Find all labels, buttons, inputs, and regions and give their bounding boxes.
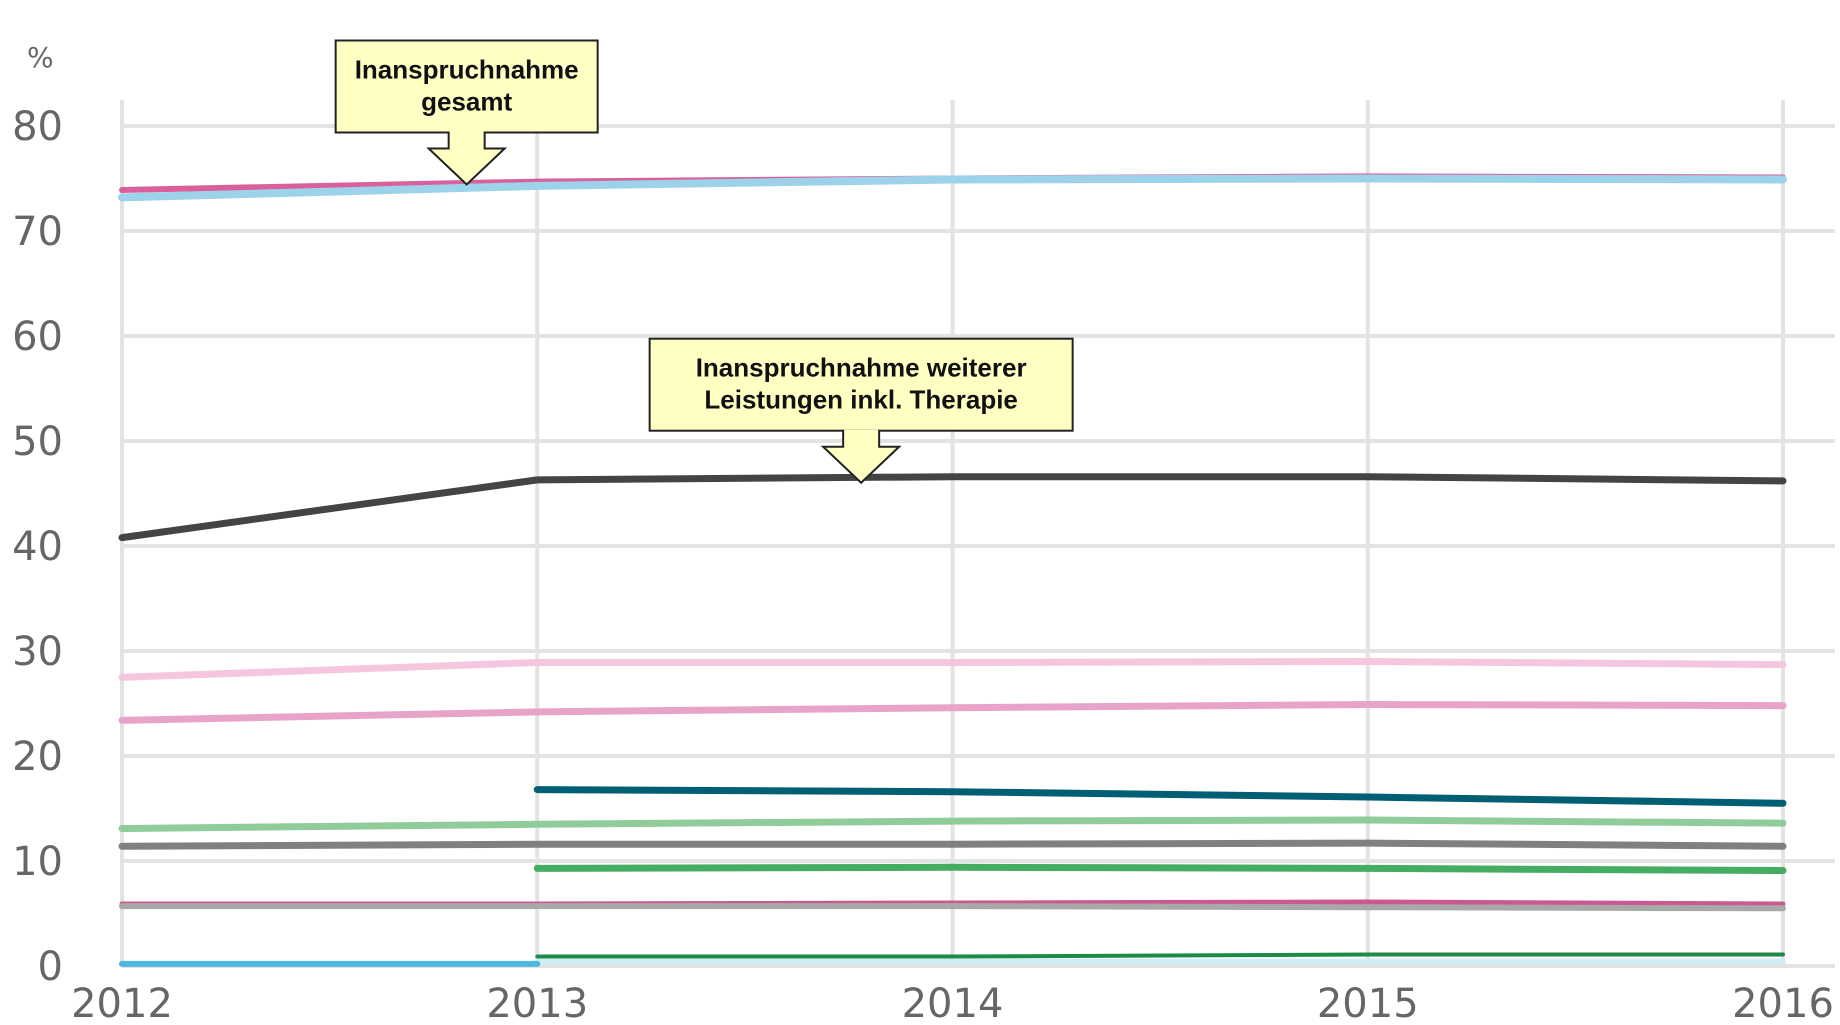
series-line-12 — [535, 952, 1785, 959]
y-tick-label: 60 — [12, 314, 63, 360]
series-group — [118, 173, 1787, 967]
callout-text-line: Inanspruchnahme — [355, 55, 579, 85]
y-tick-label: 10 — [12, 839, 63, 885]
y-tick-label: 20 — [12, 734, 63, 780]
series-line-11 — [119, 903, 1786, 912]
y-tick-label: 50 — [12, 419, 63, 465]
series-line-6 — [533, 786, 1787, 807]
series-line-4 — [118, 658, 1787, 681]
grid — [120, 100, 1835, 968]
series-line-2 — [118, 174, 1787, 202]
y-axis-ticks: 0 10 20 30 40 50 60 70 80 — [12, 104, 63, 990]
y-tick-label: 0 — [38, 944, 63, 990]
x-tick-label: 2016 — [1732, 981, 1834, 1025]
series-line-5 — [118, 701, 1787, 724]
callout-text-line: Leistungen inkl. Therapie — [704, 385, 1018, 415]
series-line-3 — [118, 473, 1787, 542]
y-axis-unit-label: % — [27, 41, 54, 74]
y-tick-label: 70 — [12, 209, 63, 255]
callout-box — [334, 39, 599, 134]
x-tick-label: 2012 — [71, 981, 173, 1025]
series-line-9 — [533, 863, 1787, 874]
callout-arrow-down-icon — [426, 131, 508, 186]
callout-text-line: Inanspruchnahme weiterer — [696, 353, 1027, 383]
x-tick-label: 2014 — [902, 981, 1004, 1025]
y-tick-label: 30 — [12, 629, 63, 675]
x-axis-ticks: 2012 2013 2014 2015 2016 — [71, 981, 1834, 1025]
series-line-7 — [118, 816, 1787, 832]
series-line-8 — [118, 839, 1787, 850]
y-tick-label: 40 — [12, 524, 63, 570]
callout-arrow-down-icon — [820, 429, 902, 485]
x-tick-label: 2015 — [1317, 981, 1419, 1025]
callout-text-line: gesamt — [421, 87, 512, 117]
y-tick-label: 80 — [12, 104, 63, 150]
x-tick-label: 2013 — [486, 981, 588, 1025]
